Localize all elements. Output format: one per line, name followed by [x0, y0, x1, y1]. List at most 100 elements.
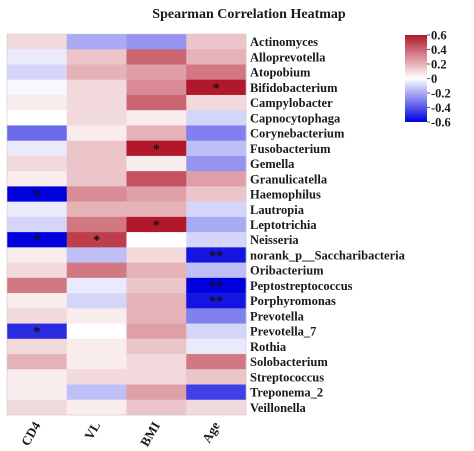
- heatmap-cell: [66, 94, 127, 111]
- row-label: Oribacterium: [250, 264, 324, 278]
- heatmap-cell: [186, 262, 247, 279]
- heatmap-cell: [66, 140, 127, 157]
- column-labels: CD4 VL BMI Age: [18, 419, 223, 449]
- heatmap-cell: [66, 338, 127, 355]
- heatmap-cell: [126, 94, 187, 111]
- heatmap-cell: [186, 110, 247, 126]
- heatmap-cell: [186, 94, 247, 111]
- heatmap-cell: [186, 277, 247, 294]
- heatmap-cell: [126, 262, 187, 279]
- heatmap-cell: [66, 354, 127, 370]
- row-label: Lautropia: [250, 203, 305, 217]
- heatmap-cell: [7, 384, 68, 401]
- row-label: Rothia: [250, 340, 287, 354]
- heatmap-cell: [186, 384, 247, 401]
- heatmap-cell: [7, 140, 68, 157]
- heatmap-cell: [7, 232, 68, 248]
- heatmap-cell: [126, 277, 187, 294]
- row-label: Alloprevotella: [250, 50, 326, 64]
- significance-markers: ***** ********: [33, 81, 223, 340]
- heatmap-cell: [126, 110, 187, 126]
- row-label: Treponema_2: [250, 386, 323, 400]
- heatmap-cell: [126, 49, 187, 65]
- heatmap-cell: [7, 125, 68, 141]
- heatmap-cell: [66, 247, 127, 263]
- legend-tick-label: 0: [431, 72, 437, 86]
- row-label: Granulicatella: [250, 172, 328, 186]
- heatmap-cell: [66, 232, 127, 248]
- heatmap-cell: [7, 171, 68, 187]
- significance-star: *: [33, 325, 40, 340]
- heatmap-cell: [7, 201, 68, 218]
- heatmap-cell: [66, 125, 127, 141]
- heatmap-cell: [126, 171, 187, 187]
- column-label: VL: [81, 419, 103, 442]
- heatmap-cell: [126, 201, 187, 218]
- heatmap-cell: [7, 277, 68, 294]
- heatmap-cell: [7, 354, 68, 370]
- heatmap-cell: [186, 64, 247, 81]
- heatmap-cell: [186, 140, 247, 157]
- heatmap-cell: [7, 369, 68, 385]
- heatmap-cell: [186, 49, 247, 65]
- row-label: Neisseria: [250, 233, 299, 247]
- row-label: Peptostreptococcus: [250, 279, 353, 293]
- heatmap-cell: [186, 323, 247, 340]
- heatmap-cell: [126, 79, 187, 96]
- row-label: Bifidobacterium: [250, 81, 338, 95]
- row-label: Prevotella: [250, 309, 305, 323]
- heatmap-cell: [7, 323, 68, 340]
- heatmap-cell: [66, 34, 127, 50]
- heatmap-cell: [66, 110, 127, 126]
- heatmap-cell: [186, 338, 247, 355]
- heatmap-cell: [186, 79, 247, 96]
- heatmap-cell: [7, 49, 68, 65]
- row-label: Corynebacterium: [250, 127, 345, 141]
- color-legend: 0.60.40.20-0.2-0.4-0.6: [405, 29, 452, 130]
- significance-star: **: [209, 295, 223, 310]
- heatmap-cell: [126, 125, 187, 141]
- heatmap-cell: [126, 247, 187, 263]
- heatmap-cell: [126, 34, 187, 50]
- heatmap-cell: [66, 171, 127, 187]
- heatmap-cell: [66, 277, 127, 294]
- heatmap-cell: [66, 262, 127, 279]
- heatmap-cell: [126, 155, 187, 172]
- row-label: Solobacterium: [250, 355, 328, 369]
- legend-tick-label: -0.2: [431, 87, 451, 101]
- heatmap-cell: [126, 384, 187, 401]
- heatmap-cell: [186, 201, 247, 218]
- row-label: Capnocytophaga: [250, 111, 341, 125]
- heatmap-cell: [186, 308, 247, 324]
- legend-tick-label: 0.2: [431, 58, 447, 72]
- heatmap-cell: [66, 323, 127, 340]
- heatmap-cell: [126, 308, 187, 324]
- heatmap-cell: [186, 354, 247, 370]
- heatmap-cell: [7, 262, 68, 279]
- column-label: CD4: [18, 419, 44, 449]
- legend-tick-label: -0.6: [431, 116, 451, 130]
- heatmap-border: [6, 33, 247, 416]
- heatmap-cell: [186, 125, 247, 141]
- heatmap-cell: [7, 293, 68, 309]
- heatmap-cell: [126, 140, 187, 157]
- heatmap-cell: [66, 216, 127, 233]
- heatmap-cell: [7, 110, 68, 126]
- heatmap-cell: [66, 308, 127, 324]
- heatmap-cell: [186, 369, 247, 385]
- heatmap-cell: [66, 186, 127, 202]
- heatmap-cell: [66, 384, 127, 401]
- heatmap-cell: [7, 34, 68, 50]
- heatmap-cell: [66, 155, 127, 172]
- heatmap-cell: [126, 186, 187, 202]
- heatmap-cell: [66, 369, 127, 385]
- heatmap-cell: [66, 201, 127, 218]
- heatmap-cell: [126, 64, 187, 81]
- row-label: Haemophilus: [250, 188, 321, 202]
- heatmap-cell: [7, 186, 68, 202]
- heatmap-cell: [66, 49, 127, 65]
- heatmap-cell: [186, 171, 247, 187]
- heatmap-cells: [6, 33, 247, 416]
